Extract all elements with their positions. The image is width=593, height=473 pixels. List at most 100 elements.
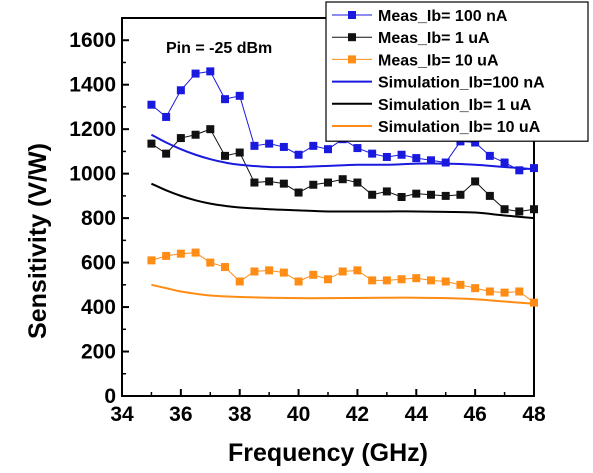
y-tick-label: 1400	[69, 74, 116, 97]
data-point	[441, 191, 450, 200]
series-line	[150, 133, 535, 171]
data-point	[471, 138, 480, 147]
data-point	[500, 288, 509, 297]
data-point	[515, 207, 524, 216]
y-tick-label: 1000	[69, 163, 116, 186]
data-point	[265, 266, 274, 275]
data-point	[309, 180, 318, 189]
data-point	[500, 158, 509, 167]
x-tick-label: 48	[522, 403, 546, 426]
chart-annotation: Pin = -25 dBm	[166, 40, 272, 57]
legend-item: Simulation_Ib= 10 uA	[332, 119, 541, 136]
data-point	[397, 275, 406, 284]
data-point	[324, 275, 332, 284]
legend-item: Meas_Ib= 100 nA	[332, 8, 508, 25]
data-point	[162, 251, 171, 260]
data-point	[382, 276, 391, 285]
data-point	[294, 188, 303, 197]
legend-swatch-marker	[348, 33, 356, 42]
legend-item: Simulation_Ib= 1 uA	[332, 97, 532, 114]
data-point	[368, 190, 377, 199]
data-point	[279, 179, 288, 188]
data-point	[412, 189, 421, 198]
data-point	[471, 284, 480, 293]
data-point	[221, 263, 229, 272]
data-point	[176, 86, 185, 95]
legend-label: Simulation_Ib= 1 uA	[378, 97, 532, 114]
y-tick-label: 600	[81, 252, 116, 275]
data-point	[176, 134, 185, 143]
data-point	[500, 205, 509, 214]
data-point	[338, 267, 347, 276]
data-point	[485, 151, 494, 160]
legend-label: Meas_Ib= 1 uA	[378, 30, 490, 47]
data-point	[353, 266, 362, 275]
data-point	[530, 205, 538, 214]
x-axis-title: Frequency (GHz)	[228, 439, 428, 467]
y-tick-label: 1600	[69, 29, 116, 52]
y-tick-label: 400	[81, 296, 116, 319]
series-1	[147, 67, 538, 175]
legend-item: Meas_Ib= 10 uA	[332, 52, 499, 69]
series-4	[150, 133, 535, 171]
data-point	[206, 67, 215, 76]
data-point	[265, 177, 274, 186]
data-point	[397, 150, 406, 159]
data-point	[162, 112, 171, 121]
series-5	[151, 182, 535, 220]
data-point	[250, 141, 259, 150]
data-point	[324, 178, 332, 187]
legend-item: Simulation_Ib=100 nA	[332, 75, 545, 92]
data-point	[515, 166, 524, 175]
data-point	[368, 276, 377, 285]
legend-box	[325, 1, 589, 142]
data-point	[206, 125, 215, 134]
data-point	[191, 69, 200, 78]
data-point	[147, 100, 156, 109]
axes-layer: 34 36 38 40 42 44 46 48 0 200 400 600 800 1000 1200 140…	[69, 29, 546, 426]
data-point	[191, 130, 200, 139]
data-point	[235, 277, 244, 286]
data-point	[294, 150, 303, 159]
data-point	[191, 248, 200, 257]
series-line	[151, 283, 535, 305]
data-point	[471, 177, 480, 186]
data-point	[515, 287, 524, 296]
data-point	[250, 267, 259, 276]
data-point	[382, 152, 391, 161]
legend-label: Meas_Ib= 10 uA	[378, 52, 499, 69]
data-point	[485, 191, 494, 200]
data-point	[147, 139, 156, 148]
data-point	[412, 274, 421, 283]
series-2	[147, 125, 538, 216]
y-tick-label: 1200	[69, 118, 116, 141]
data-point	[397, 192, 406, 201]
data-point	[427, 276, 435, 285]
series-6	[151, 283, 535, 305]
data-point	[235, 91, 244, 100]
data-point	[309, 270, 318, 279]
data-point	[382, 187, 391, 196]
y-tick-label: 800	[81, 207, 116, 230]
data-point	[441, 158, 450, 167]
data-point	[485, 287, 494, 296]
data-point	[147, 256, 156, 265]
legend-label: Meas_Ib= 100 nA	[378, 8, 508, 25]
data-point	[353, 144, 362, 153]
y-tick-label: 200	[81, 341, 116, 364]
legend-label: Simulation_Ib= 10 uA	[378, 119, 541, 136]
data-point	[176, 249, 185, 258]
legend: Meas_Ib= 100 nA Meas_Ib= 1 uA Meas_Ib= 10 …	[325, 1, 589, 142]
x-tick-label: 46	[463, 403, 486, 426]
x-tick-label: 36	[169, 403, 192, 426]
data-point	[324, 145, 332, 154]
data-point	[368, 149, 377, 158]
x-tick-label: 44	[405, 403, 429, 426]
x-tick-label: 42	[346, 403, 369, 426]
data-point	[530, 298, 538, 307]
legend-item: Meas_Ib= 1 uA	[332, 30, 490, 47]
series-layer	[147, 67, 538, 307]
data-point	[294, 277, 303, 286]
x-tick-label: 40	[287, 403, 310, 426]
